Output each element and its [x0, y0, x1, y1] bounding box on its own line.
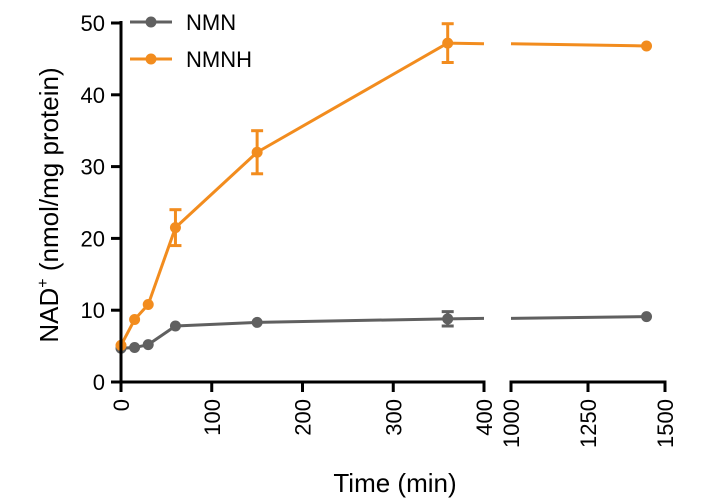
x-axis-title: Time (min) — [333, 468, 456, 498]
data-point — [251, 146, 263, 158]
y-axis-title-main: NAD — [34, 288, 64, 343]
y-tick-label: 40 — [81, 83, 105, 108]
legend-label: NMN — [186, 10, 236, 35]
series-nmnh — [115, 22, 653, 351]
series-nmn — [115, 310, 653, 354]
legend-label: NMNH — [186, 47, 252, 72]
x-tick-label: 100 — [200, 399, 225, 436]
x-tick-label: 300 — [381, 399, 406, 436]
y-tick-label: 50 — [81, 11, 105, 36]
legend-marker — [145, 53, 157, 65]
data-point — [251, 316, 263, 328]
series-line-segment — [146, 227, 177, 305]
series-line-segment — [175, 320, 258, 328]
data-point — [442, 313, 454, 325]
y-axis-title-rest: (nmol/mg protein) — [34, 67, 64, 278]
data-point — [641, 40, 653, 52]
x-tick-label: 1250 — [576, 399, 601, 448]
y-tick-label: 20 — [81, 226, 105, 251]
data-point — [142, 298, 154, 310]
x-tick-label: 1500 — [653, 399, 678, 448]
legend-marker — [145, 16, 157, 28]
data-point — [129, 342, 141, 354]
series-layer — [115, 22, 653, 354]
y-tick-label: 0 — [93, 370, 105, 395]
y-tick-label: 10 — [81, 298, 105, 323]
data-point — [641, 311, 653, 323]
data-point — [142, 339, 154, 351]
x-tick-label: 200 — [291, 399, 316, 436]
series-line-segment — [257, 317, 448, 324]
data-point — [442, 37, 454, 49]
axes: 0 10 20 30 40 50 0 100 200 300 400 1000 1250 1500 — [81, 11, 678, 448]
series-line-segment — [510, 315, 647, 320]
x-tick-label: 400 — [472, 399, 497, 436]
data-point — [169, 320, 181, 332]
data-point — [169, 222, 181, 234]
x-tick-label: 1000 — [499, 399, 524, 448]
y-axis-title: NAD+ (nmol/mg protein) — [34, 67, 64, 342]
series-line-segment — [147, 324, 177, 346]
series-line-segment — [174, 151, 259, 229]
series-line-segment — [256, 41, 449, 154]
data-point — [129, 314, 141, 326]
x-tick-label: 0 — [109, 399, 134, 411]
y-tick-label: 30 — [81, 155, 105, 180]
y-axis-title-sup: + — [35, 278, 52, 287]
series-line-segment — [447, 41, 485, 46]
series-line-segment — [510, 42, 647, 48]
legend: NMN NMNH — [130, 10, 252, 72]
